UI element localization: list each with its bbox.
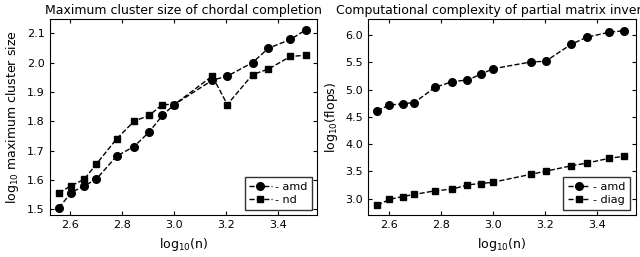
- amd bbox=[81, 184, 88, 187]
Line: - amd: - amd bbox=[55, 26, 309, 212]
- amd bbox=[287, 38, 294, 41]
Line: - nd: - nd bbox=[56, 52, 308, 196]
- amd bbox=[527, 60, 534, 63]
- amd bbox=[489, 67, 497, 70]
- nd bbox=[287, 55, 294, 58]
- amd bbox=[301, 29, 309, 32]
- amd bbox=[399, 102, 406, 105]
- diag bbox=[527, 173, 534, 176]
- amd bbox=[431, 86, 439, 89]
Legend: - amd, - nd: - amd, - nd bbox=[245, 177, 312, 209]
Line: - amd: - amd bbox=[374, 27, 628, 115]
- diag bbox=[411, 193, 419, 196]
- amd bbox=[159, 114, 166, 117]
- amd bbox=[223, 75, 231, 78]
- nd bbox=[301, 54, 309, 57]
- diag bbox=[477, 182, 484, 185]
- amd bbox=[55, 206, 63, 209]
- amd bbox=[605, 31, 612, 34]
Title: Computational complexity of partial matrix inversion: Computational complexity of partial matr… bbox=[336, 4, 640, 17]
- amd bbox=[130, 145, 138, 148]
- amd bbox=[209, 79, 216, 82]
- amd bbox=[170, 103, 178, 106]
Y-axis label: log$_{10}$ maximum cluster size: log$_{10}$ maximum cluster size bbox=[4, 30, 22, 204]
- nd bbox=[92, 163, 100, 166]
- diag bbox=[463, 183, 471, 186]
- nd bbox=[130, 120, 138, 123]
- nd bbox=[170, 103, 178, 106]
X-axis label: log$_{10}$(n): log$_{10}$(n) bbox=[477, 236, 526, 253]
- nd bbox=[249, 73, 257, 76]
- amd bbox=[620, 29, 628, 32]
Legend: - amd, - diag: - amd, - diag bbox=[563, 177, 630, 209]
- nd bbox=[55, 191, 63, 194]
- diag bbox=[399, 195, 406, 198]
Title: Maximum cluster size of chordal completion: Maximum cluster size of chordal completi… bbox=[45, 4, 322, 17]
- amd bbox=[145, 131, 153, 134]
Line: - diag: - diag bbox=[374, 153, 627, 208]
- diag bbox=[489, 181, 497, 184]
X-axis label: log$_{10}$(n): log$_{10}$(n) bbox=[159, 236, 208, 253]
- diag bbox=[542, 170, 550, 173]
- amd bbox=[264, 47, 272, 50]
- amd bbox=[249, 61, 257, 64]
- diag bbox=[605, 157, 612, 160]
- amd bbox=[411, 101, 419, 104]
- amd bbox=[67, 191, 75, 194]
- nd bbox=[209, 75, 216, 78]
- diag bbox=[583, 162, 591, 165]
- diag bbox=[385, 198, 393, 201]
- nd bbox=[145, 114, 153, 117]
- amd bbox=[542, 60, 550, 63]
- diag bbox=[567, 164, 575, 168]
Y-axis label: log$_{10}$(flops): log$_{10}$(flops) bbox=[323, 81, 340, 153]
- diag bbox=[431, 189, 439, 192]
- amd bbox=[374, 109, 381, 112]
- amd bbox=[567, 43, 575, 46]
- amd bbox=[92, 178, 100, 181]
- amd bbox=[113, 155, 120, 158]
- diag bbox=[620, 155, 628, 158]
- amd bbox=[463, 78, 471, 81]
- nd bbox=[159, 103, 166, 106]
- diag bbox=[449, 188, 456, 191]
- amd bbox=[385, 104, 393, 107]
- nd bbox=[223, 103, 231, 106]
- amd bbox=[583, 36, 591, 39]
- nd bbox=[264, 68, 272, 71]
- nd bbox=[113, 137, 120, 140]
- nd bbox=[67, 184, 75, 187]
- diag bbox=[374, 204, 381, 207]
- amd bbox=[477, 73, 484, 76]
- nd bbox=[81, 178, 88, 181]
- amd bbox=[449, 80, 456, 83]
